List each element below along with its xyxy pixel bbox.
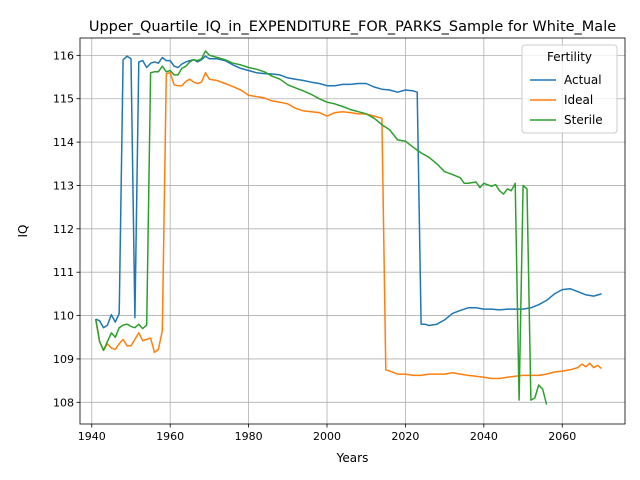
x-tick-label: 1980 [235, 430, 263, 443]
x-tick-label: 2060 [548, 430, 576, 443]
plot-area-frame [79, 37, 626, 425]
series-line-sterile [94, 50, 548, 405]
grid-lines [80, 38, 625, 424]
series-line-actual [95, 55, 602, 329]
legend-box [521, 44, 618, 134]
y-axis-ticks: 108 109 110 111 112 113 114 115 116 [53, 49, 80, 409]
y-tick-label: 110 [53, 310, 74, 323]
chart-title: Upper_Quartile_IQ_in_EXPENDITURE_FOR_PAR… [89, 19, 616, 35]
x-axis-label: Years [336, 451, 369, 465]
x-tick-label: 1960 [156, 430, 184, 443]
y-tick-label: 115 [53, 93, 74, 106]
series-line-ideal [94, 71, 602, 380]
legend: Fertility Actual Ideal Sterile [521, 44, 618, 134]
series-lines [94, 50, 602, 405]
y-tick-label: 109 [53, 353, 74, 366]
y-tick-label: 116 [53, 49, 74, 62]
legend-label-actual: Actual [564, 73, 602, 87]
y-tick-label: 112 [53, 223, 74, 236]
y-tick-label: 113 [53, 179, 74, 192]
x-axis-ticks: 1940 1960 1980 2000 2020 2040 2060 [78, 424, 576, 443]
x-tick-label: 2000 [313, 430, 341, 443]
x-tick-label: 1940 [78, 430, 106, 443]
y-tick-label: 108 [53, 396, 74, 409]
y-tick-label: 111 [53, 266, 74, 279]
y-axis-label: IQ [16, 225, 30, 238]
y-tick-label: 114 [53, 136, 74, 149]
x-tick-label: 2040 [470, 430, 498, 443]
legend-label-ideal: Ideal [564, 93, 593, 107]
legend-title: Fertility [547, 50, 592, 64]
x-tick-label: 2020 [391, 430, 419, 443]
legend-label-sterile: Sterile [564, 113, 603, 127]
